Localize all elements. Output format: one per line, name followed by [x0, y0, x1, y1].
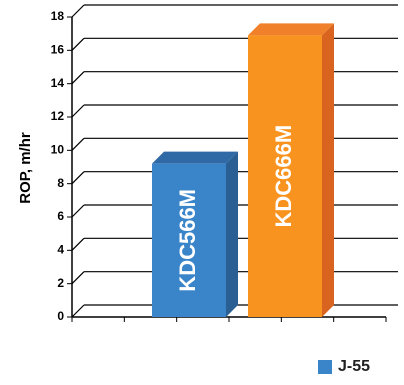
legend-swatch [318, 360, 332, 374]
y-tick-label: 18 [51, 9, 65, 23]
y-tick-label: 0 [57, 309, 64, 323]
y-tick-label: 6 [57, 209, 64, 223]
bar-KDC666M: KDC666M [248, 23, 334, 317]
gridline-slant [71, 137, 85, 151]
bar-category-label: KDC666M [271, 125, 296, 228]
bar-front [248, 35, 322, 317]
y-tick-label: 16 [51, 43, 65, 57]
floor-slant-line [71, 304, 85, 318]
y-axis: 0 2 4 6 8 10 12 14 16 18 [51, 9, 73, 323]
y-tick-label: 14 [51, 76, 65, 90]
gridline-slant [71, 237, 85, 251]
bar-category-label: KDC566M [175, 189, 200, 292]
gridline-slant [71, 71, 85, 85]
x-axis [71, 304, 398, 322]
gridline-slant [71, 271, 85, 285]
y-tick-label: 8 [57, 176, 64, 190]
gridline-slant [71, 204, 85, 218]
bar-top [152, 151, 238, 164]
y-axis-title: ROP, m/hr [17, 132, 34, 204]
legend-label: J-55 [338, 358, 371, 375]
y-tick-label: 2 [57, 276, 64, 290]
bars: KDC566M KDC666M [152, 23, 334, 317]
bar-side [322, 23, 334, 317]
gridline-slant [71, 171, 85, 185]
legend: J-55 [318, 358, 370, 376]
y-tick-label: 10 [51, 143, 65, 157]
grid-lines [71, 4, 398, 285]
y-tick-label: 4 [57, 243, 64, 257]
gridline-slant [71, 4, 85, 18]
bar-front [152, 163, 226, 317]
gridline-slant [71, 104, 85, 118]
y-tick-label: 12 [51, 109, 65, 123]
gridline-slant [71, 37, 85, 51]
bar-KDC566M: KDC566M [152, 151, 238, 317]
bar-top [248, 23, 334, 36]
bar-side [226, 151, 238, 317]
